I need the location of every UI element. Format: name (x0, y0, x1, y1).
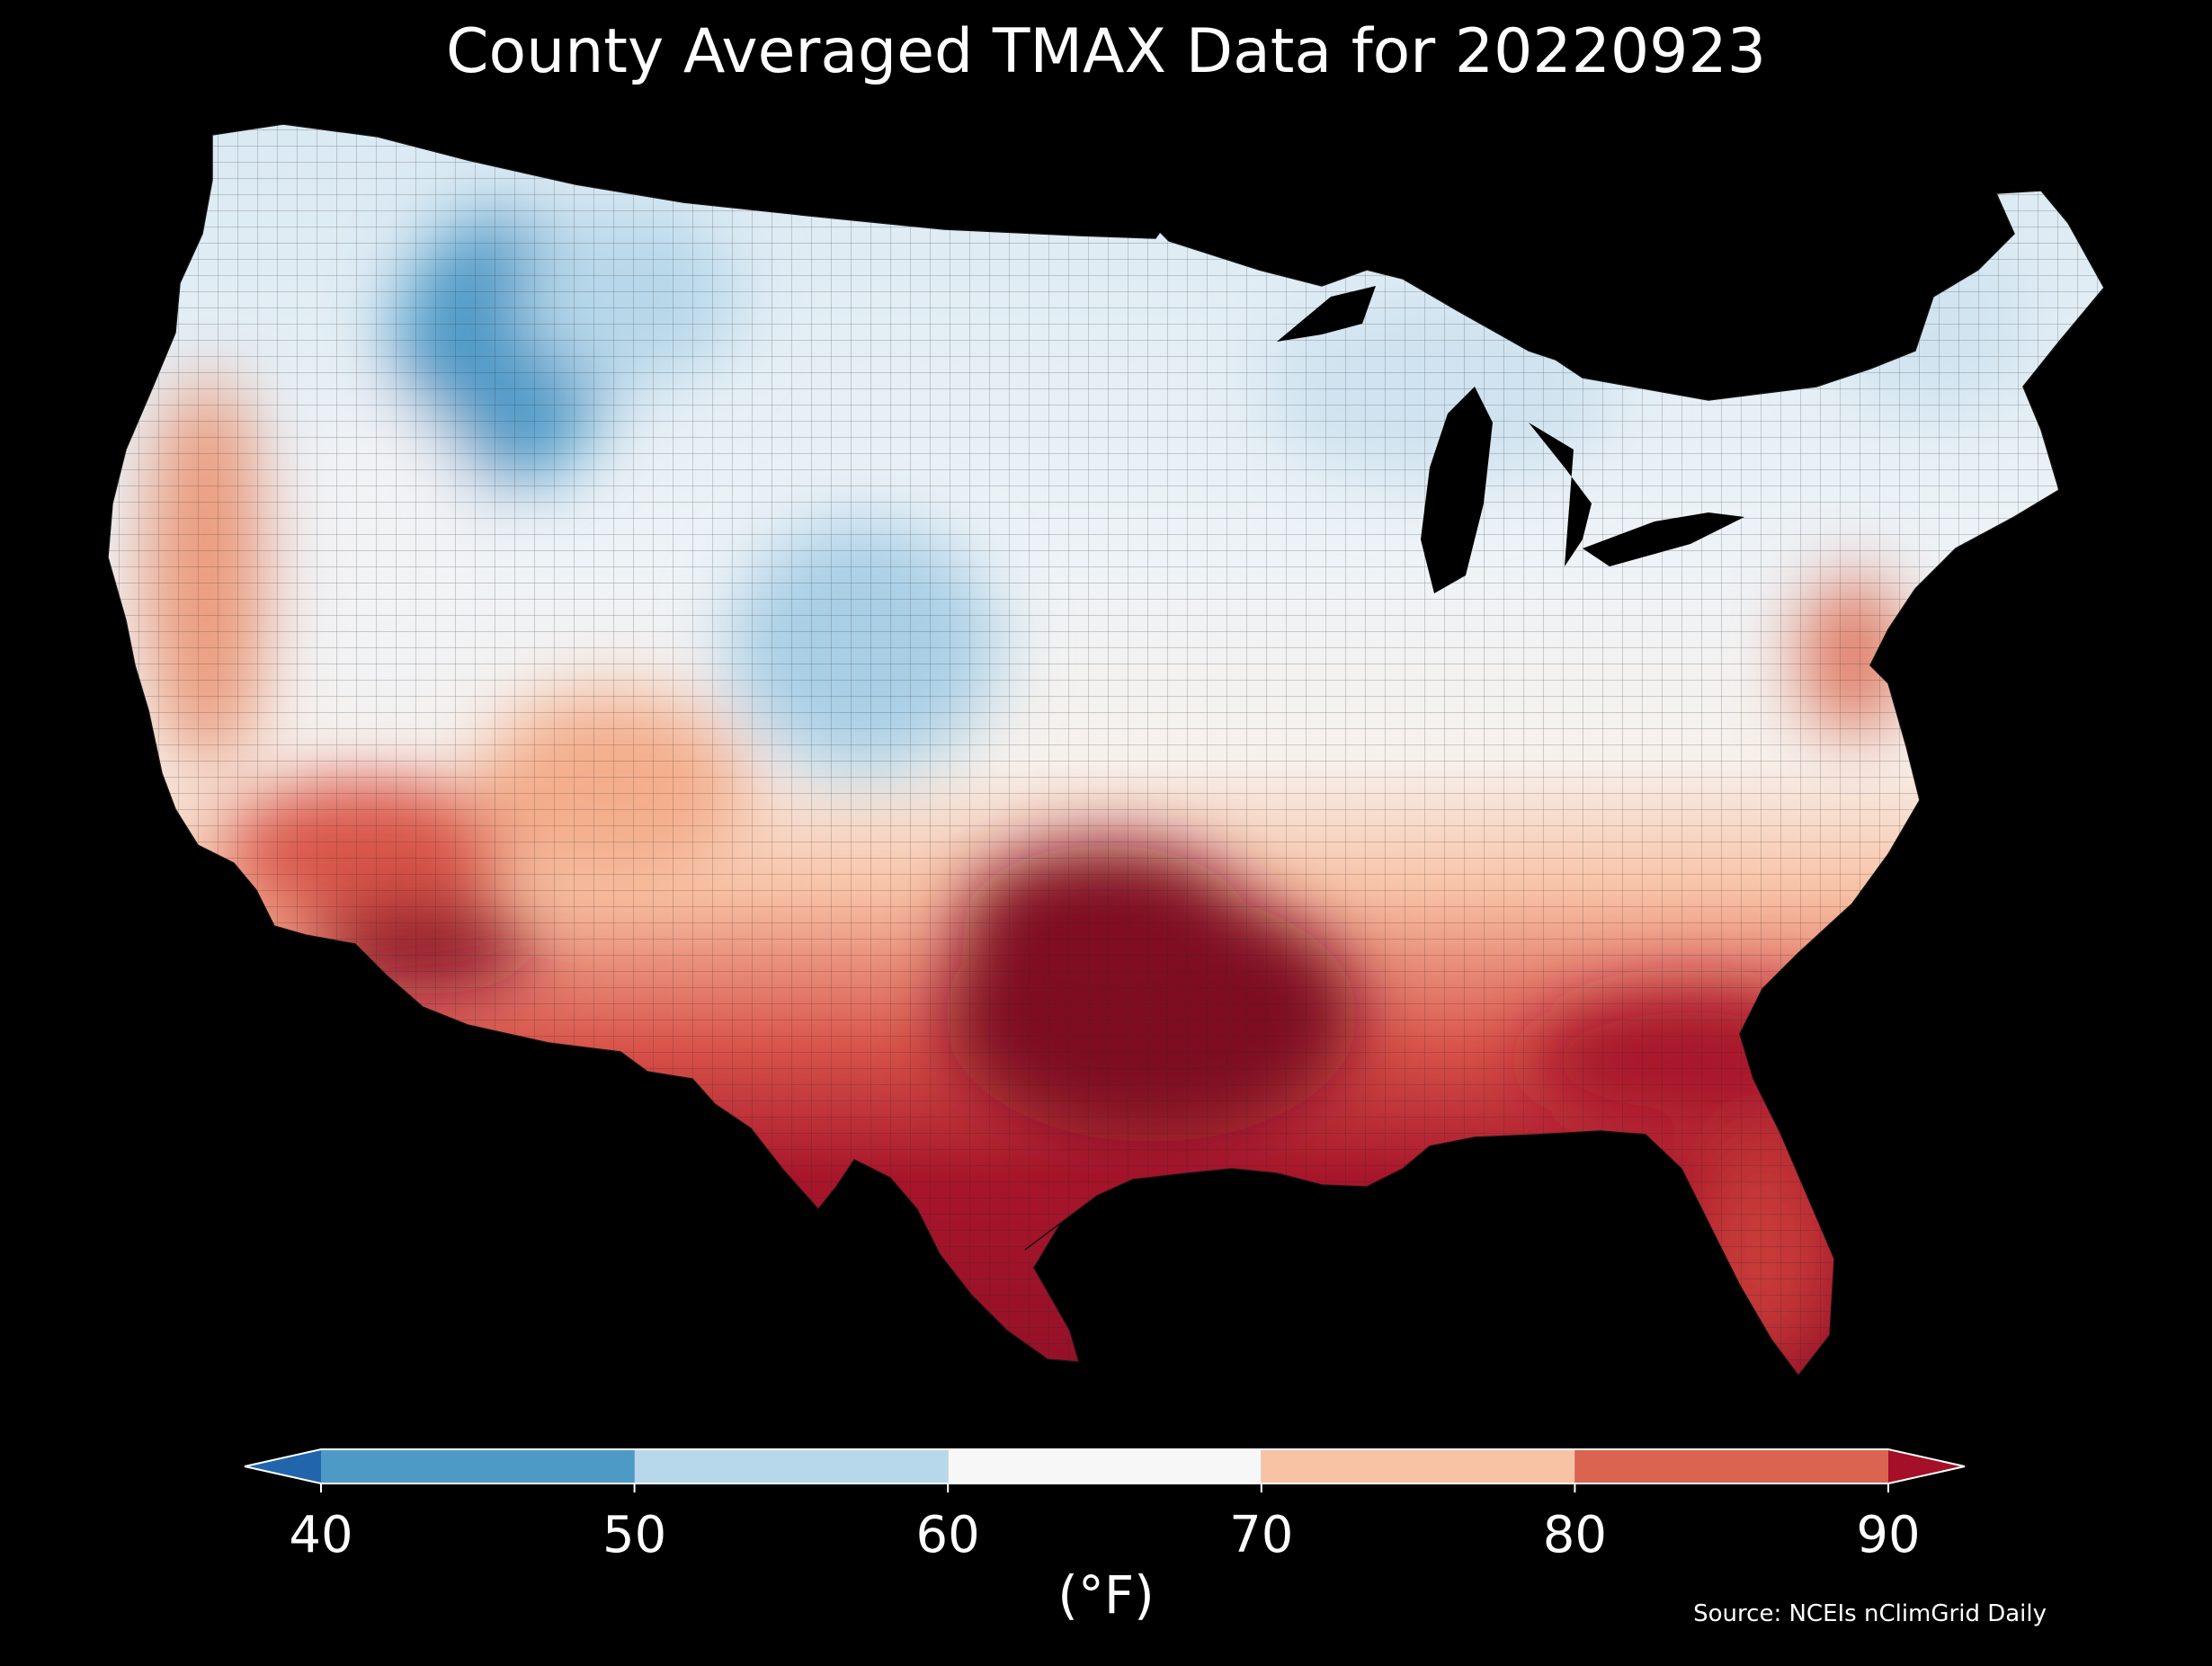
colorbar-tick-label: 90 (1856, 1506, 1921, 1564)
colorbar-bin (948, 1449, 1262, 1483)
colorbar-bin (1261, 1449, 1575, 1483)
colorbar-tick-label: 80 (1542, 1506, 1608, 1564)
map-title: County Averaged TMAX Data for 20220923 (446, 16, 1766, 87)
colorbar-tick-label: 70 (1229, 1506, 1294, 1564)
colorbar-tick-label: 60 (915, 1506, 980, 1564)
colorbar-bin (634, 1449, 949, 1483)
colorbar-bin (1574, 1449, 1888, 1483)
colorbar-tick-label: 40 (289, 1506, 353, 1564)
colorbar-unit-label: (°F) (1057, 1564, 1155, 1626)
us-outline (107, 123, 2105, 1377)
colorbar-bin (245, 1449, 321, 1483)
colorbar-tick-label: 50 (602, 1506, 667, 1564)
colorbar-bin (1888, 1449, 1965, 1483)
colorbar-bin (321, 1449, 635, 1483)
source-credit: Source: NCEIs nClimGrid Daily (1693, 1600, 2047, 1627)
